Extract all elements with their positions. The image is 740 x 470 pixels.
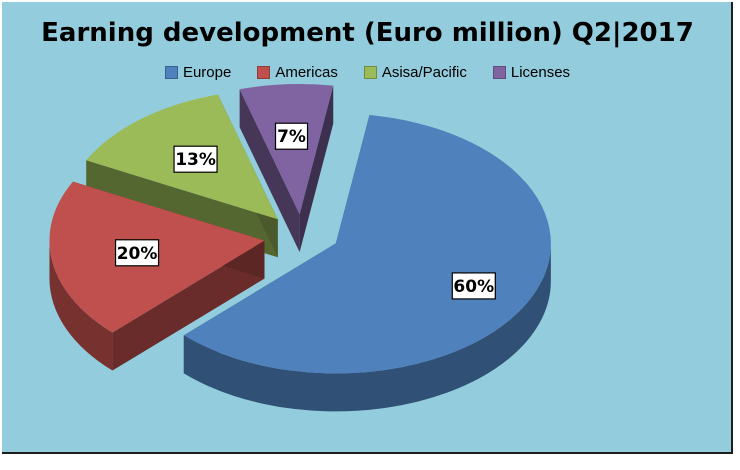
legend-label: Asisa/Pacific: [381, 64, 467, 81]
slice-side-face: [299, 85, 334, 253]
bottom-edge: [0, 458, 740, 470]
slice-top-face: [183, 115, 551, 374]
legend-swatch: [492, 66, 506, 79]
pie-chart: 7% 13% 20% 60%: [49, 84, 551, 412]
data-label-box: [173, 145, 218, 173]
legend: Europe Americas Asisa/Pacific Licenses: [2, 64, 733, 81]
legend-label: Americas: [275, 64, 338, 81]
legend-label: Licenses: [510, 64, 571, 81]
data-label-text: 60%: [453, 277, 494, 297]
data-label-text: 20%: [117, 244, 158, 264]
data-label-box: [274, 122, 309, 150]
legend-swatch: [164, 66, 178, 79]
legend-swatch: [257, 66, 271, 79]
slice-rim: [49, 240, 113, 371]
data-label: 60%: [451, 272, 496, 300]
legend-item-licenses: Licenses: [492, 64, 571, 81]
chart-title: Earning development (Euro million) Q2|20…: [41, 18, 694, 48]
slice-side-face: [112, 240, 265, 371]
data-label-box: [114, 239, 160, 267]
data-label-text: 13%: [175, 150, 216, 170]
legend-item-europe: Europe: [164, 64, 232, 81]
chart-area: Earning development (Euro million) Q2|20…: [2, 2, 733, 454]
data-label: 13%: [173, 145, 218, 173]
legend-label: Europe: [182, 64, 232, 81]
data-label: 7%: [274, 122, 309, 150]
pie-slice-europe: [183, 115, 551, 412]
legend-item-asisa-pacific: Asisa/Pacific: [363, 64, 467, 81]
legend-item-americas: Americas: [257, 64, 338, 81]
data-label-box: [451, 272, 496, 300]
legend-swatch: [363, 66, 377, 79]
data-label: 20%: [114, 239, 160, 267]
slice-side-face: [239, 89, 300, 253]
slice-rim: [183, 243, 551, 412]
data-label-text: 7%: [277, 127, 306, 147]
